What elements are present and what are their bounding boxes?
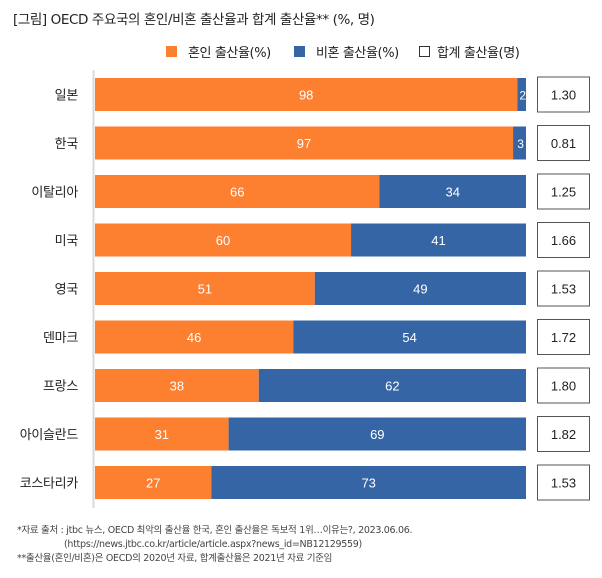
legend-swatch-married [166, 46, 177, 57]
bar-segment-married [95, 175, 380, 208]
category-label: 영국 [55, 283, 79, 298]
total-fertility-value: 1.30 [551, 88, 576, 103]
legend-label-unmarried: 비혼 출산율(%) [316, 46, 399, 61]
data-label: 62 [385, 379, 399, 394]
bar-segment-unmarried [517, 78, 526, 111]
legend-item-married: 혼인 출산율(%) [166, 42, 271, 61]
data-label: 31 [155, 427, 169, 442]
bar-segment-unmarried [293, 320, 526, 354]
bar-segment-unmarried [513, 126, 526, 160]
bar-segment-married [95, 223, 352, 257]
total-fertility-box [537, 416, 590, 452]
category-label: 한국 [55, 137, 79, 152]
total-fertility-value: 1.82 [551, 427, 576, 442]
bar-segment-married [95, 272, 315, 305]
source-line-2: (https://news.jtbc.co.kr/article/article… [64, 539, 362, 550]
total-fertility-value: 1.25 [551, 185, 576, 200]
data-label: 73 [361, 476, 375, 491]
data-label: 49 [413, 282, 427, 297]
bar-segment-married [95, 126, 514, 160]
category-label: 미국 [55, 234, 79, 249]
total-fertility-value: 1.80 [551, 379, 576, 394]
category-label: 이탈리아 [31, 186, 78, 201]
bar-segment-unmarried [314, 272, 526, 305]
bar-segment-unmarried [379, 175, 526, 208]
legend-label-total: 합계 출산율(명) [437, 46, 520, 61]
total-fertility-value: 1.53 [551, 282, 576, 297]
data-label: 54 [402, 330, 416, 345]
chart-title: [그림] OECD 주요국의 혼인/비혼 출산율과 합계 출산율** (%, 명… [13, 12, 375, 28]
bar-segment-married [95, 369, 259, 402]
bar-segment-unmarried [211, 466, 526, 499]
total-fertility-value: 1.66 [551, 233, 576, 248]
source-line-3: **출산율(혼인/비혼)은 OECD의 2020년 자료, 합계출산율은 202… [17, 553, 333, 564]
total-fertility-box [537, 367, 590, 404]
category-label: 코스타리카 [20, 477, 79, 492]
legend-item-total: 합계 출산율(명) [419, 42, 520, 61]
source-note: *자료 출처 : jtbc 뉴스, OECD 최악의 출산율 한국, 혼인 출산… [17, 524, 413, 566]
data-label: 27 [146, 476, 160, 491]
total-fertility-box [537, 319, 590, 355]
category-label: 덴마크 [43, 331, 78, 346]
legend-label-married: 혼인 출산율(%) [188, 46, 271, 61]
source-line-1: *자료 출처 : jtbc 뉴스, OECD 최악의 출산율 한국, 혼인 출산… [17, 525, 413, 536]
chart-area: 일본 98 2 1.30 한국 97 3 0.81 이탈리아 66 34 1.25 미국 60 41 1.66… [20, 70, 590, 508]
legend: 혼인 출산율(%) 비혼 출산율(%) 합계 출산율(명) [0, 42, 602, 61]
total-fertility-box [537, 222, 590, 258]
data-label: 51 [198, 282, 212, 297]
data-label: 97 [297, 136, 311, 151]
total-fertility-box [537, 76, 590, 113]
total-fertility-value: 1.72 [551, 330, 576, 345]
data-label: 69 [370, 427, 384, 442]
bar-segment-married [95, 320, 294, 354]
data-label: 98 [299, 88, 313, 103]
bar-segment-married [95, 78, 518, 111]
data-label: 38 [170, 379, 184, 394]
data-label: 41 [431, 233, 445, 248]
bar-segment-unmarried [351, 223, 526, 257]
data-label: 34 [445, 185, 459, 200]
legend-item-unmarried: 비혼 출산율(%) [294, 42, 399, 61]
legend-swatch-unmarried [294, 46, 305, 57]
data-label: 3 [517, 137, 524, 151]
data-label: 66 [230, 185, 244, 200]
data-label: 60 [216, 233, 230, 248]
total-fertility-value: 0.81 [551, 136, 576, 151]
bar-segment-married [95, 417, 229, 451]
total-fertility-box [537, 173, 590, 210]
total-fertility-value: 1.53 [551, 476, 576, 491]
total-fertility-box [537, 125, 590, 161]
category-label: 일본 [55, 89, 79, 104]
category-label: 프랑스 [43, 380, 78, 395]
legend-box-icon [419, 46, 430, 57]
data-label: 46 [187, 330, 201, 345]
bar-segment-unmarried [258, 369, 526, 402]
total-fertility-box [537, 464, 590, 501]
total-fertility-box [537, 270, 590, 307]
data-label: 2 [519, 89, 526, 103]
bar-segment-married [95, 466, 212, 499]
category-label: 아이슬란드 [20, 428, 79, 443]
bar-segment-unmarried [228, 417, 527, 451]
